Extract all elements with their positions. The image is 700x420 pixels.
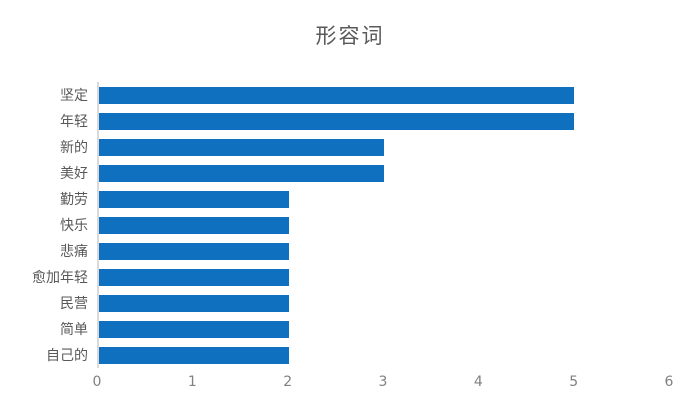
x-tick-label: 5	[569, 374, 579, 390]
category-label: 悲痛	[60, 244, 88, 260]
bar-row: 简单	[0, 316, 669, 342]
category-label: 勤劳	[60, 192, 88, 208]
bar-row: 悲痛	[0, 238, 669, 264]
category-label: 美好	[60, 166, 88, 182]
bar	[99, 164, 384, 182]
x-tick-label: 4	[473, 374, 483, 390]
x-tick-label: 1	[187, 374, 197, 390]
bar-row: 快乐	[0, 212, 669, 238]
x-tick-label: 6	[664, 374, 674, 390]
x-tick-label: 0	[92, 374, 102, 390]
bar-track	[97, 108, 669, 134]
bar-track	[97, 238, 669, 264]
category-label: 自己的	[46, 348, 88, 364]
category-label: 年轻	[60, 114, 88, 130]
plot-area: 坚定年轻新的美好勤劳快乐悲痛愈加年轻民营简单自己的	[0, 82, 669, 368]
bar	[99, 320, 289, 338]
category-label: 坚定	[60, 88, 88, 104]
bar-track	[97, 134, 669, 160]
bar-row: 美好	[0, 160, 669, 186]
bar-row: 愈加年轻	[0, 264, 669, 290]
bar	[99, 242, 289, 260]
bar	[99, 346, 289, 364]
bar-row: 新的	[0, 134, 669, 160]
category-label: 快乐	[60, 218, 88, 234]
bar-row: 勤劳	[0, 186, 669, 212]
bar-track	[97, 342, 669, 368]
bar-track	[97, 186, 669, 212]
bar-row: 坚定	[0, 82, 669, 108]
x-tick-label: 2	[283, 374, 293, 390]
category-label: 愈加年轻	[32, 270, 88, 286]
bar	[99, 190, 289, 208]
bar-track	[97, 264, 669, 290]
bar-track	[97, 316, 669, 342]
bar-row: 年轻	[0, 108, 669, 134]
x-tick-label: 3	[378, 374, 388, 390]
category-label: 简单	[60, 322, 88, 338]
bar	[99, 216, 289, 234]
chart-title: 形容词	[315, 24, 385, 48]
bar-track	[97, 160, 669, 186]
bar-row: 自己的	[0, 342, 669, 368]
bar	[99, 138, 384, 156]
bar-track	[97, 290, 669, 316]
bar-track	[97, 212, 669, 238]
bar-row: 民营	[0, 290, 669, 316]
x-axis: 0 1 2 3 4 5 6	[93, 374, 674, 398]
category-label: 新的	[60, 140, 88, 156]
bar-track	[97, 82, 669, 108]
bar	[99, 112, 574, 130]
bar	[99, 268, 289, 286]
category-label: 民营	[60, 296, 88, 312]
bar	[99, 86, 574, 104]
bar	[99, 294, 289, 312]
